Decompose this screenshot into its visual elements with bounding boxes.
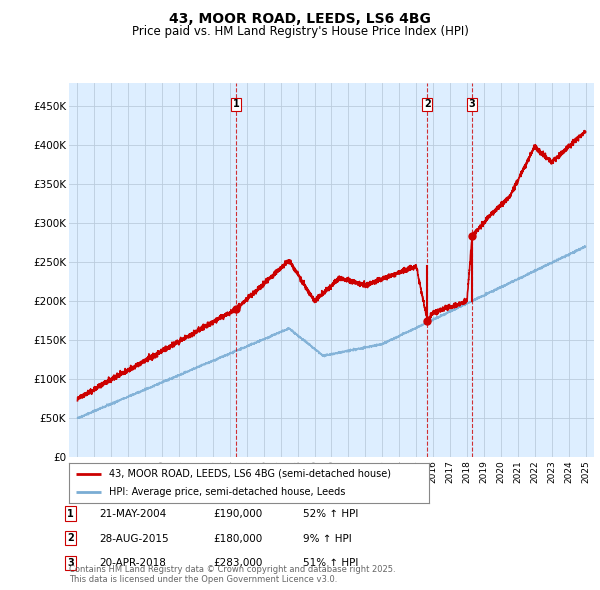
Text: 3: 3 bbox=[67, 558, 74, 568]
Text: 3: 3 bbox=[469, 100, 475, 110]
Text: Price paid vs. HM Land Registry's House Price Index (HPI): Price paid vs. HM Land Registry's House … bbox=[131, 25, 469, 38]
Text: 20-APR-2018: 20-APR-2018 bbox=[99, 559, 166, 568]
Text: 51% ↑ HPI: 51% ↑ HPI bbox=[303, 559, 358, 568]
Text: 52% ↑ HPI: 52% ↑ HPI bbox=[303, 509, 358, 519]
Text: 2: 2 bbox=[67, 533, 74, 543]
Text: £283,000: £283,000 bbox=[213, 559, 262, 568]
Text: Contains HM Land Registry data © Crown copyright and database right 2025.
This d: Contains HM Land Registry data © Crown c… bbox=[69, 565, 395, 584]
Text: 43, MOOR ROAD, LEEDS, LS6 4BG (semi-detached house): 43, MOOR ROAD, LEEDS, LS6 4BG (semi-deta… bbox=[109, 469, 391, 479]
Text: 43, MOOR ROAD, LEEDS, LS6 4BG: 43, MOOR ROAD, LEEDS, LS6 4BG bbox=[169, 12, 431, 26]
Text: 1: 1 bbox=[67, 509, 74, 519]
Text: £180,000: £180,000 bbox=[213, 534, 262, 543]
Text: 9% ↑ HPI: 9% ↑ HPI bbox=[303, 534, 352, 543]
Text: 1: 1 bbox=[233, 100, 239, 110]
Text: 28-AUG-2015: 28-AUG-2015 bbox=[99, 534, 169, 543]
Text: £190,000: £190,000 bbox=[213, 509, 262, 519]
Text: HPI: Average price, semi-detached house, Leeds: HPI: Average price, semi-detached house,… bbox=[109, 487, 345, 497]
Text: 21-MAY-2004: 21-MAY-2004 bbox=[99, 509, 166, 519]
Text: 2: 2 bbox=[424, 100, 431, 110]
